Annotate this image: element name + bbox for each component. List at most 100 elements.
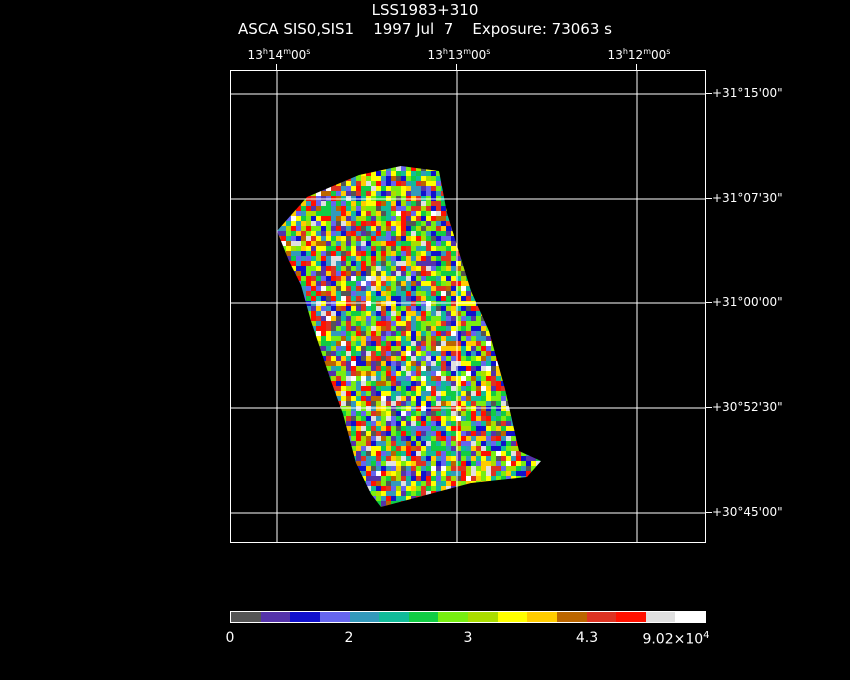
count-pixel — [421, 436, 426, 441]
count-pixel — [321, 381, 326, 386]
count-pixel — [411, 236, 416, 241]
count-pixel — [291, 341, 296, 346]
count-pixel — [271, 171, 276, 176]
count-pixel — [286, 341, 291, 346]
count-pixel — [461, 316, 466, 321]
count-pixel — [521, 286, 526, 291]
count-pixel — [376, 176, 381, 181]
count-pixel — [381, 261, 386, 266]
count-pixel — [481, 501, 486, 506]
count-pixel — [481, 241, 486, 246]
count-pixel — [326, 391, 331, 396]
count-pixel — [321, 211, 326, 216]
count-pixel — [446, 181, 451, 186]
count-pixel — [481, 481, 486, 486]
count-pixel — [366, 356, 371, 361]
count-pixel — [361, 426, 366, 431]
count-pixel — [336, 296, 341, 301]
count-pixel — [286, 271, 291, 276]
count-pixel — [481, 451, 486, 456]
count-pixel — [496, 181, 501, 186]
count-pixel — [346, 391, 351, 396]
count-pixel — [291, 386, 296, 391]
count-pixel — [451, 296, 456, 301]
count-pixel — [516, 501, 521, 506]
count-pixel — [441, 341, 446, 346]
count-pixel — [511, 226, 516, 231]
count-pixel — [541, 261, 546, 266]
dec-tick — [706, 302, 712, 303]
count-pixel — [366, 486, 371, 491]
count-pixel — [441, 416, 446, 421]
count-pixel — [461, 451, 466, 456]
count-pixel — [316, 436, 321, 441]
count-pixel — [371, 501, 376, 506]
count-pixel — [341, 221, 346, 226]
count-pixel — [321, 476, 326, 481]
count-pixel — [286, 166, 291, 171]
count-pixel — [531, 366, 536, 371]
count-pixel — [391, 441, 396, 446]
count-pixel — [306, 201, 311, 206]
count-pixel — [366, 501, 371, 506]
count-pixel — [336, 246, 341, 251]
count-pixel — [516, 426, 521, 431]
count-pixel — [346, 221, 351, 226]
count-pixel — [501, 436, 506, 441]
count-pixel — [301, 291, 306, 296]
count-pixel — [381, 426, 386, 431]
count-pixel — [431, 251, 436, 256]
count-pixel — [286, 186, 291, 191]
count-pixel — [346, 376, 351, 381]
count-pixel — [486, 236, 491, 241]
count-pixel — [361, 241, 366, 246]
count-pixel — [421, 306, 426, 311]
count-pixel — [421, 391, 426, 396]
count-pixel — [356, 441, 361, 446]
count-pixel — [321, 181, 326, 186]
count-pixel — [501, 166, 506, 171]
count-pixel — [291, 241, 296, 246]
count-pixel — [536, 266, 541, 271]
count-pixel — [391, 326, 396, 331]
count-pixel — [476, 501, 481, 506]
count-pixel — [381, 216, 386, 221]
count-pixel — [296, 171, 301, 176]
count-pixel — [291, 201, 296, 206]
count-pixel — [366, 341, 371, 346]
count-pixel — [446, 201, 451, 206]
count-pixel — [496, 476, 501, 481]
count-pixel — [346, 506, 351, 507]
count-pixel — [406, 221, 411, 226]
count-pixel — [436, 401, 441, 406]
count-pixel — [366, 351, 371, 356]
count-pixel — [486, 226, 491, 231]
count-pixel — [501, 346, 506, 351]
count-pixel — [481, 476, 486, 481]
count-pixel — [496, 176, 501, 181]
count-pixel — [376, 341, 381, 346]
count-pixel — [516, 306, 521, 311]
count-pixel — [491, 236, 496, 241]
count-pixel — [336, 421, 341, 426]
count-pixel — [386, 216, 391, 221]
count-pixel — [466, 351, 471, 356]
count-pixel — [286, 486, 291, 491]
count-pixel — [296, 351, 301, 356]
count-pixel — [436, 286, 441, 291]
count-pixel — [476, 166, 481, 171]
count-pixel — [396, 366, 401, 371]
count-pixel — [461, 426, 466, 431]
count-pixel — [451, 321, 456, 326]
count-pixel — [446, 356, 451, 361]
count-pixel — [521, 201, 526, 206]
count-pixel — [316, 401, 321, 406]
count-pixel — [426, 456, 431, 461]
count-pixel — [416, 246, 421, 251]
count-pixel — [386, 236, 391, 241]
count-pixel — [516, 451, 521, 456]
count-pixel — [516, 366, 521, 371]
count-pixel — [381, 371, 386, 376]
count-pixel — [366, 491, 371, 496]
count-pixel — [341, 481, 346, 486]
